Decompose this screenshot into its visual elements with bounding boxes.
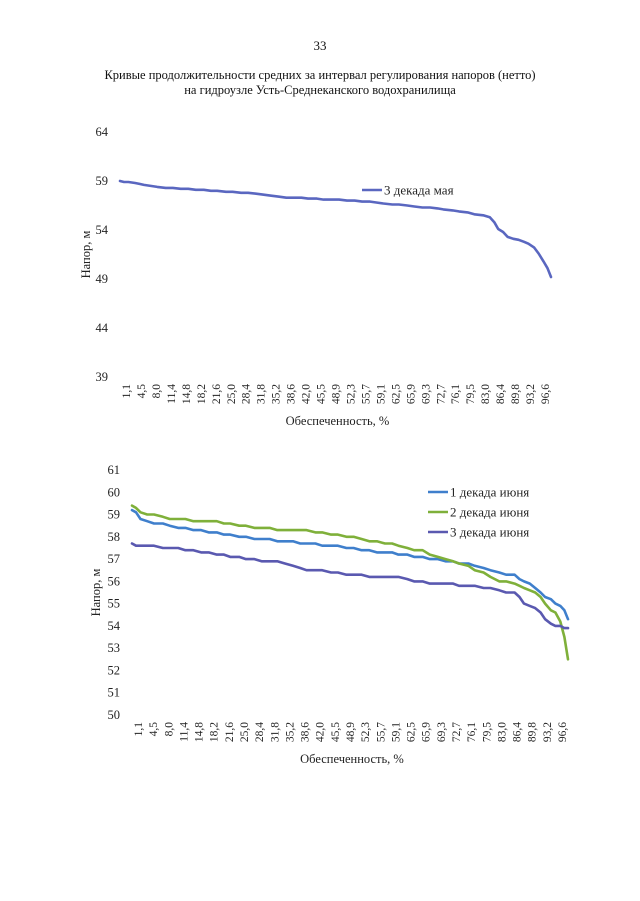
x-tick-label: 28,4 [254,722,266,742]
x-tick-label: 59,1 [375,384,387,404]
page-title: Кривые продолжительности средних за инте… [60,68,580,98]
page-number: 33 [313,38,327,53]
x-tick-label: 4,5 [148,722,160,737]
x-tick-label: 86,4 [495,384,507,404]
x-tick-label: 42,0 [301,384,313,404]
head-duration-chart-may: 39 44 49 54 59 64 1,1 4,5 8,0 11,4 14,8 18,2 21,6 25,… [79,125,553,428]
x-tick-label: 38,6 [300,722,312,742]
x-tick-label: 83,0 [496,722,508,742]
x-tick-label: 31,8 [269,722,281,742]
y-tick-label: 57 [108,552,121,566]
y-tick-label: 54 [108,619,121,633]
y-tick-label: 53 [108,641,121,655]
legend-label: 1 декада июня [450,485,529,500]
x-tick-label: 59,1 [390,722,402,742]
x-tick-label: 86,4 [512,722,524,742]
title-line-1: Кривые продолжительности средних за инте… [104,68,536,82]
x-tick-label: 8,0 [163,722,175,737]
x-tick-label: 35,2 [284,722,296,742]
y-tick-label: 59 [96,174,109,188]
y-tick-label: 54 [96,223,109,237]
y-tick-label: 39 [96,370,109,384]
x-tick-label: 1,1 [133,722,145,737]
title-line-2: на гидроузле Усть-Среднеканского водохра… [184,83,456,97]
x-tick-label: 21,6 [224,722,236,742]
y-tick-label: 52 [108,663,121,677]
x-tick-label: 69,3 [436,722,448,742]
series-line-2 [130,504,570,661]
x-tick-label: 35,2 [271,384,283,404]
x-tick-label: 89,8 [527,722,539,742]
x-tick-label: 25,0 [239,722,251,742]
x-tick-label: 38,6 [286,384,298,404]
x-tick-label: 14,8 [181,384,193,404]
x-tick-label: 21,6 [211,384,223,404]
x-tick-label: 18,2 [209,722,221,742]
y-tick-label: 55 [108,597,121,611]
x-tick-label: 55,7 [360,384,372,404]
x-tick-label: 72,7 [451,722,463,742]
x-tick-label: 96,6 [557,722,569,742]
x-tick-label: 1,1 [121,384,133,399]
head-duration-chart-june: 50 51 52 53 54 55 56 57 58 59 60 61 1,1 4,5 8,0 11,4 14,… [89,463,570,766]
series-line-1 [130,508,570,621]
x-tick-label: 65,9 [421,722,433,742]
x-tick-label: 11,4 [178,722,190,742]
x-axis-title: Обеспеченность, % [286,414,390,428]
y-tick-label: 56 [108,574,121,588]
x-tick-label: 55,7 [375,722,387,742]
y-axis-title: Напор, м [79,231,93,279]
x-tick-label: 93,2 [542,722,554,742]
x-tick-label: 52,3 [360,722,372,742]
x-tick-label: 62,5 [406,722,418,742]
x-tick-label: 48,9 [331,384,343,404]
x-tick-label: 79,5 [481,722,493,742]
legend-label: 2 декада июня [450,505,529,520]
x-tick-label: 28,4 [241,384,253,404]
y-axis-title: Напор, м [89,569,103,617]
x-tick-label: 25,0 [226,384,238,404]
x-tick-label: 69,3 [420,384,432,404]
y-tick-label: 59 [108,508,121,522]
y-tick-label: 64 [96,125,109,139]
x-tick-label: 65,9 [405,384,417,404]
x-tick-label: 76,1 [450,384,462,404]
x-tick-label: 4,5 [136,384,148,399]
x-tick-label: 42,0 [315,722,327,742]
y-tick-label: 50 [108,708,121,722]
y-tick-label: 58 [108,530,121,544]
x-tick-label: 93,2 [525,384,537,404]
x-tick-label: 79,5 [465,384,477,404]
y-tick-label: 51 [108,686,121,700]
x-tick-label: 45,5 [316,384,328,404]
x-tick-label: 62,5 [390,384,402,404]
x-tick-label: 83,0 [480,384,492,404]
x-tick-label: 96,6 [540,384,552,404]
series-line-3 [130,542,570,630]
y-tick-label: 49 [96,272,109,286]
x-axis-title: Обеспеченность, % [300,752,404,766]
x-tick-label: 72,7 [435,384,447,404]
x-tick-label: 45,5 [330,722,342,742]
x-tick-label: 89,8 [510,384,522,404]
x-tick-label: 52,3 [345,384,357,404]
series-line-1 [118,179,553,279]
y-tick-label: 44 [96,321,109,335]
x-tick-label: 48,9 [345,722,357,742]
x-tick-label: 76,1 [466,722,478,742]
legend-label: 3 декада мая [384,183,454,198]
y-tick-label: 61 [108,463,121,477]
x-tick-label: 31,8 [256,384,268,404]
legend-label: 3 декада июня [450,525,529,540]
x-tick-label: 18,2 [196,384,208,404]
x-tick-label: 11,4 [166,384,178,404]
y-tick-label: 60 [108,485,121,499]
x-tick-label: 14,8 [194,722,206,742]
x-tick-label: 8,0 [151,384,163,399]
